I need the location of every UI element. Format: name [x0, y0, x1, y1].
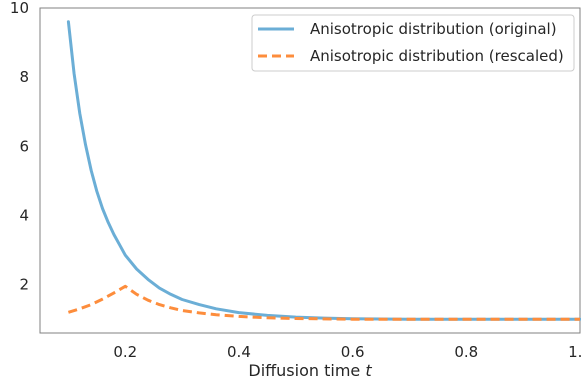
x-axis-label: Diffusion time t [248, 361, 372, 380]
x-tick-label: 0.8 [454, 343, 478, 361]
legend: Anisotropic distribution (original) Anis… [251, 14, 575, 72]
x-tick-label: 1.0 [568, 343, 581, 361]
x-axis-ticks: 0.2 0.4 0.6 0.8 1.0 [113, 343, 581, 361]
y-tick-label: 10 [10, 0, 29, 17]
y-axis-ticks: 2 4 6 8 10 [10, 0, 29, 294]
y-tick-label: 4 [19, 206, 29, 224]
legend-label-rescaled: Anisotropic distribution (rescaled) [310, 47, 564, 65]
y-tick-label: 2 [19, 276, 29, 294]
y-tick-label: 8 [19, 68, 29, 86]
legend-box [251, 14, 575, 72]
x-tick-label: 0.4 [227, 343, 251, 361]
x-tick-label: 0.2 [113, 343, 137, 361]
series-group [66, 20, 581, 321]
legend-label-original: Anisotropic distribution (original) [310, 20, 557, 38]
y-tick-label: 6 [19, 137, 29, 155]
x-axis-label-text: Diffusion time [248, 361, 360, 380]
x-axis-label-variable: t [365, 361, 372, 380]
x-tick-label: 0.6 [341, 343, 365, 361]
